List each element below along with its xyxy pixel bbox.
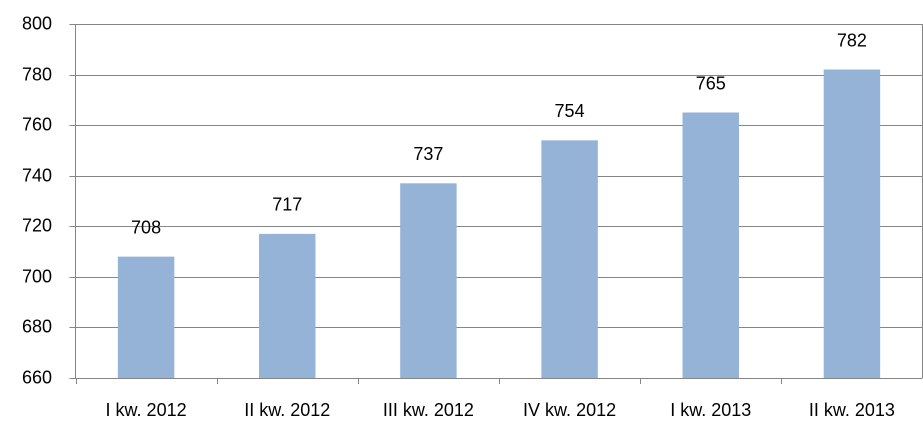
bar — [541, 140, 598, 378]
data-label: 782 — [837, 30, 867, 50]
y-tick-label: 800 — [22, 13, 52, 33]
data-label: 717 — [272, 195, 302, 215]
x-tick-label: II kw. 2013 — [809, 400, 895, 420]
y-tick-label: 700 — [22, 266, 52, 286]
x-tick-label: I kw. 2013 — [670, 400, 751, 420]
x-tick-label: I kw. 2012 — [106, 400, 187, 420]
y-tick-label: 720 — [22, 215, 52, 235]
data-label: 765 — [696, 73, 726, 93]
bar — [682, 112, 739, 378]
data-label: 754 — [555, 101, 585, 121]
y-tick-label: 740 — [22, 165, 52, 185]
data-label: 737 — [413, 144, 443, 164]
y-tick-label: 680 — [22, 316, 52, 336]
y-tick-label: 660 — [22, 367, 52, 387]
data-label: 708 — [131, 217, 161, 237]
x-tick-label: II kw. 2012 — [244, 400, 330, 420]
x-tick-label: III kw. 2012 — [383, 400, 474, 420]
bar — [823, 69, 881, 378]
bar — [117, 256, 175, 378]
bar — [259, 233, 316, 378]
y-tick-label: 780 — [22, 64, 52, 84]
y-tick-label: 760 — [22, 114, 52, 134]
x-tick-label: IV kw. 2012 — [523, 400, 616, 420]
bar — [400, 183, 457, 378]
